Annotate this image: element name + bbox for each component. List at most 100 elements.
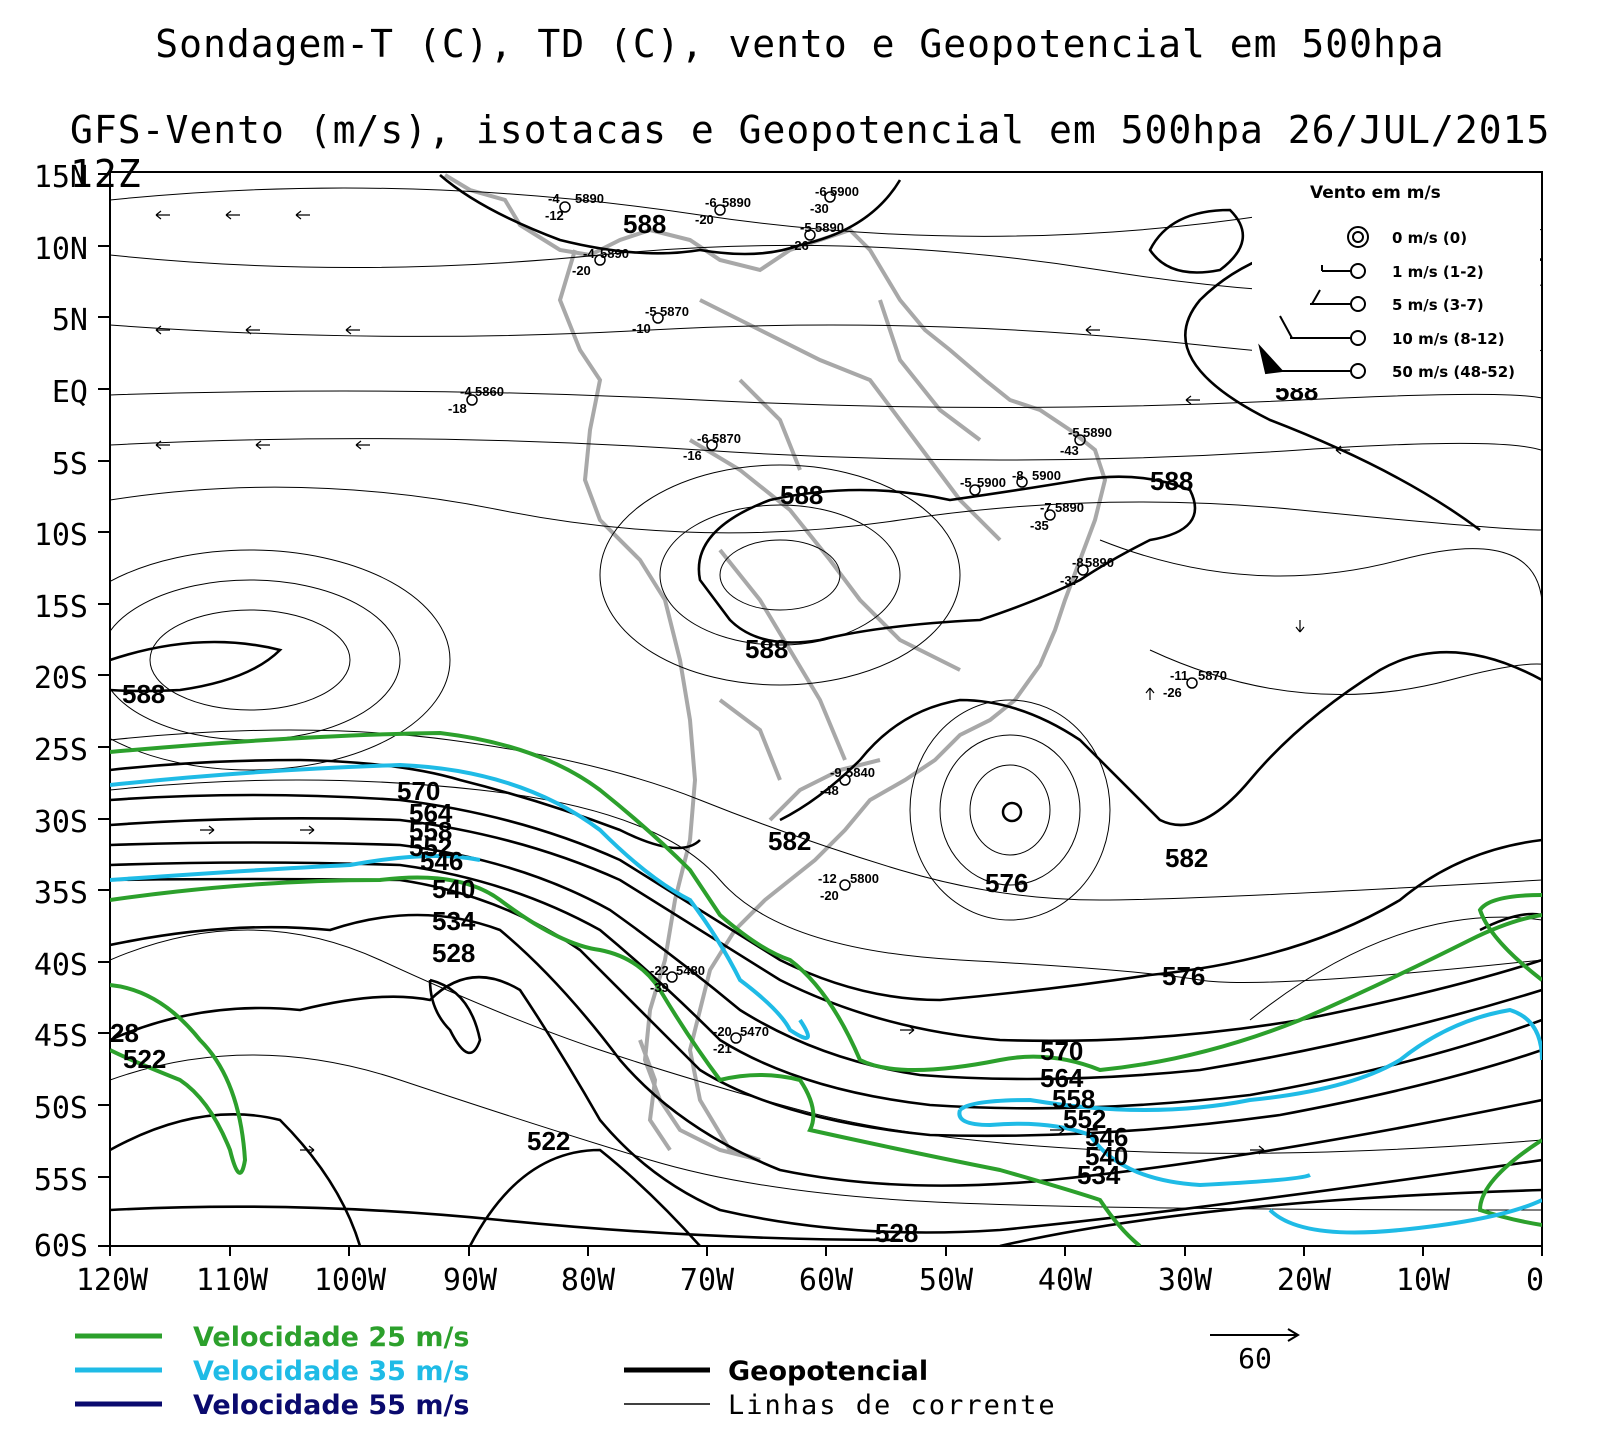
lon-label: 50W — [919, 1263, 974, 1298]
lon-label: 100W — [314, 1263, 387, 1298]
station-plot: -5 5890 -43 — [1060, 425, 1112, 458]
svg-text:5840: 5840 — [846, 765, 875, 780]
lat-label: 5N — [52, 303, 88, 338]
lon-ticks — [109, 1246, 1543, 1256]
lat-label: 15S — [34, 590, 88, 625]
isotach-25-east2 — [1477, 1138, 1542, 1227]
lon-label: 120W — [76, 1263, 149, 1298]
svg-text:-4: -4 — [548, 191, 560, 206]
legend-label-35: Velocidade 35 m/s — [193, 1356, 469, 1387]
contour-label: 570 — [397, 776, 440, 806]
svg-text:-4: -4 — [460, 384, 472, 399]
contour-label: 588 — [745, 634, 788, 664]
reference-vector: 60 — [1210, 1328, 1300, 1375]
svg-text:-7: -7 — [1040, 500, 1052, 515]
contour-label: 534 — [1077, 1160, 1121, 1190]
isotach-35-east3 — [1268, 1198, 1542, 1235]
svg-text:5800: 5800 — [850, 871, 879, 886]
contour-label: 552 — [409, 832, 452, 862]
svg-text:-6: -6 — [697, 431, 709, 446]
contour-label: 570 — [1040, 1036, 1083, 1066]
isotach-35-south — [110, 854, 481, 882]
svg-text:5900: 5900 — [977, 475, 1006, 490]
contour-label: 588 — [623, 209, 666, 239]
wind-legend-item: 10 m/s (8-12) — [1392, 330, 1505, 348]
svg-text:5900: 5900 — [1032, 468, 1061, 483]
contour-label: 588 — [780, 480, 823, 510]
wind-arrows — [155, 210, 1350, 1155]
lon-label: 80W — [561, 1263, 616, 1298]
station-plots: -4 5890-12 -6 5890-20 -6 5900-30 -5 5890-26 … — [448, 184, 1227, 1056]
svg-text:-6: -6 — [705, 195, 717, 210]
station-plot: -5 5900 — [960, 475, 1006, 496]
lon-label: 0 — [1526, 1263, 1544, 1298]
lon-label: 20W — [1277, 1263, 1332, 1298]
svg-text:-35: -35 — [1030, 518, 1049, 533]
contour-label: 576 — [985, 868, 1028, 898]
contour-label: 588 — [1150, 466, 1193, 496]
wind-legend-item: 5 m/s (3-7) — [1392, 296, 1484, 314]
svg-text:-12: -12 — [545, 208, 564, 223]
lat-label: 15N — [34, 160, 88, 195]
svg-text:-8: -8 — [1072, 555, 1084, 570]
isotach-35-east — [958, 1007, 1542, 1112]
station-plot: -5 5890 -26 — [790, 220, 844, 253]
svg-text:-30: -30 — [810, 201, 829, 216]
lon-label: 70W — [680, 1263, 735, 1298]
lat-label: 35S — [34, 876, 88, 911]
svg-text:-11: -11 — [1170, 668, 1188, 683]
station-plot: -22 5480 -39 — [650, 963, 705, 995]
lon-label: 40W — [1038, 1263, 1093, 1298]
chart-title: Sondagem-T (C), TD (C), vento e Geopoten… — [155, 22, 1445, 66]
contour-label: 528 — [875, 1218, 918, 1248]
svg-text:-26: -26 — [1163, 685, 1182, 700]
lat-label: EQ — [52, 375, 88, 410]
reference-vector-label: 60 — [1238, 1342, 1272, 1375]
svg-text:-20: -20 — [695, 212, 714, 227]
contour-label: 582 — [1165, 843, 1208, 873]
svg-text:-5: -5 — [1068, 425, 1080, 440]
svg-text:-9: -9 — [830, 765, 842, 780]
contour-label: 540 — [1085, 1141, 1128, 1171]
svg-text:5890: 5890 — [1055, 500, 1084, 515]
lat-label: 50S — [34, 1091, 88, 1126]
lat-label: 25S — [34, 733, 88, 768]
lon-axis: 120W 110W 100W 90W 80W 70W 60W 50W 40W 3… — [76, 1263, 1544, 1298]
wind-legend-title: Vento em m/s — [1310, 183, 1441, 203]
chart-subtitle: GFS-Vento (m/s), isotacas e Geopotencial… — [70, 108, 1551, 196]
contour-label: 534 — [432, 906, 476, 936]
svg-text:-8: -8 — [1012, 468, 1024, 483]
svg-text:5470: 5470 — [740, 1024, 769, 1039]
svg-text:-5: -5 — [800, 220, 812, 235]
svg-text:5900: 5900 — [830, 184, 859, 199]
contour-label: 522 — [527, 1126, 570, 1156]
station-plot: -6 5890 -20 — [695, 195, 751, 227]
svg-text:-18: -18 — [448, 401, 467, 416]
svg-text:-4: -4 — [583, 246, 595, 261]
contour-label: 546 — [420, 846, 463, 876]
svg-text:-22: -22 — [650, 963, 669, 978]
lon-label: 110W — [196, 1263, 269, 1298]
svg-text:-20: -20 — [572, 263, 591, 278]
svg-text:-26: -26 — [790, 238, 809, 253]
contour-label: 540 — [432, 874, 475, 904]
lat-label: 5S — [52, 447, 88, 482]
station-plot: -9 5840 -48 — [820, 765, 875, 798]
lat-label: 10N — [34, 232, 88, 267]
svg-text:-20: -20 — [713, 1024, 732, 1039]
svg-text:-6: -6 — [815, 184, 827, 199]
svg-text:-37: -37 — [1060, 573, 1079, 588]
svg-text:5890: 5890 — [722, 195, 751, 210]
svg-text:5480: 5480 — [676, 963, 705, 978]
station-plot: -8 5900 — [1012, 468, 1061, 488]
station-plot: -11 5870 -26 — [1163, 668, 1227, 700]
reference-arrow-icon — [1210, 1328, 1300, 1342]
isotach-35-east2 — [957, 1109, 1311, 1188]
svg-text:-21: -21 — [713, 1041, 732, 1056]
isotach-25-east — [1477, 893, 1542, 982]
svg-text:-5: -5 — [960, 475, 972, 490]
contour-label: 576 — [1162, 961, 1205, 991]
speed-legend: Velocidade 25 m/s Velocidade 35 m/s Velo… — [75, 1322, 469, 1421]
legend-label-geopotential: Geopotencial — [728, 1356, 928, 1387]
